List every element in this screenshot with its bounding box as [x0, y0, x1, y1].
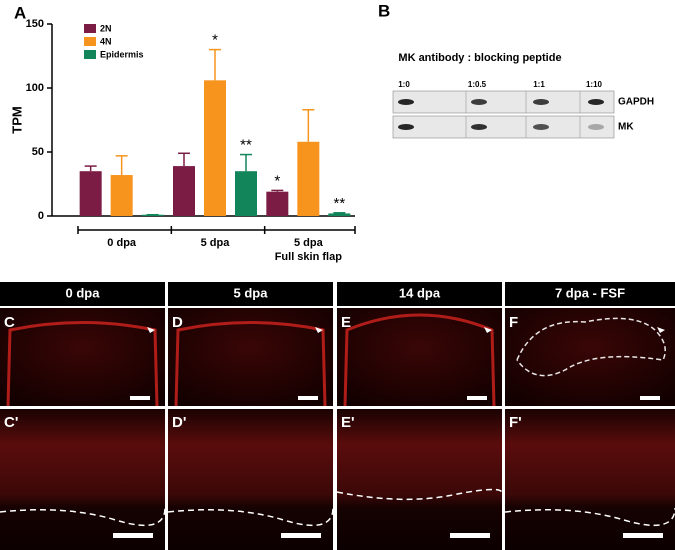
bar [173, 166, 195, 216]
bar [110, 175, 133, 216]
column-header: 5 dpa [234, 285, 269, 300]
panel-label: C' [4, 414, 18, 431]
micrograph [168, 308, 333, 406]
legend-swatch [84, 50, 96, 59]
scale-bar [450, 533, 490, 538]
bar [328, 213, 351, 216]
header-bar [0, 282, 165, 306]
scale-bar [640, 396, 660, 400]
legend-label: 2N [100, 23, 112, 33]
x-tick-label: 5 dpa [201, 237, 231, 249]
significance-marker: * [274, 172, 280, 189]
blot-strip [392, 90, 615, 114]
column-header: 14 dpa [399, 285, 441, 300]
blot-strip [392, 115, 615, 139]
tissue-outline [6, 321, 159, 407]
bar [79, 171, 102, 216]
tissue-outline [516, 317, 666, 377]
micrograph [0, 308, 165, 406]
arrowhead [484, 327, 492, 333]
panel-label: C [4, 314, 15, 331]
significance-marker: ** [240, 137, 252, 154]
bar [141, 214, 164, 216]
bar [266, 191, 289, 216]
basement-line [336, 488, 503, 501]
scale-bar [281, 533, 321, 538]
micrograph [505, 308, 675, 406]
column-header: 7 dpa - FSF [555, 285, 625, 300]
header-bar [168, 282, 333, 306]
band [471, 124, 487, 130]
basement-line [504, 507, 675, 527]
band [533, 124, 549, 130]
bar [204, 80, 226, 216]
panel-label: F' [509, 414, 522, 431]
band [398, 99, 414, 105]
lane-label: 1:1 [533, 80, 545, 89]
panel-label: E' [341, 414, 355, 431]
row-label: MK [618, 122, 634, 133]
arrowhead [657, 327, 665, 333]
micrographs: 0 dpa C C' 5 dpa D D' 14 dpa E E' 7 dpa - FSF F F' [0, 282, 675, 550]
scale-bar [298, 396, 318, 400]
band [471, 99, 487, 105]
micrograph [337, 308, 502, 406]
legend-swatch [84, 37, 96, 46]
x-tick-label: 0 dpa [107, 237, 137, 249]
header-bar [337, 282, 502, 306]
arrowhead [315, 327, 323, 333]
band [588, 124, 604, 130]
header-bar [505, 282, 675, 306]
scale-bar [467, 396, 487, 400]
row-label: GAPDH [618, 97, 654, 108]
panel-label: D' [172, 414, 186, 431]
scale-bar [113, 533, 153, 538]
significance-marker: * [212, 32, 218, 49]
legend-label: 4N [100, 36, 112, 46]
basement-line [0, 507, 166, 527]
micrograph-zoom [168, 409, 333, 550]
micrograph-zoom [337, 409, 502, 550]
panel-label: B [378, 1, 390, 20]
lane-label: 1:10 [586, 80, 603, 89]
blot-title: MK antibody : blocking peptide [398, 52, 561, 64]
scale-bar [623, 533, 663, 538]
tissue-outline [174, 321, 327, 407]
band [398, 124, 414, 130]
legend-swatch [84, 24, 96, 33]
legend-label: Epidermis [100, 49, 144, 59]
y-tick-label: 100 [26, 82, 44, 94]
y-axis-label: TPM [9, 106, 24, 133]
y-tick-label: 150 [26, 18, 44, 30]
panel-label: A [14, 3, 26, 22]
y-tick-label: 0 [38, 210, 44, 222]
band [533, 99, 549, 105]
x-tick-label: 5 dpa [294, 237, 324, 249]
basement-line [167, 507, 334, 527]
band [588, 99, 604, 105]
lane-label: 1:0 [398, 80, 410, 89]
lane-label: 1:0.5 [468, 80, 487, 89]
y-tick-label: 50 [32, 146, 44, 158]
micrograph-zoom [0, 409, 165, 550]
bar [235, 171, 257, 216]
x-tick-sublabel: Full skin flap [275, 251, 343, 263]
column-header: 0 dpa [66, 285, 101, 300]
scale-bar [130, 396, 150, 400]
micrograph-zoom [505, 409, 675, 550]
panel-label: E [341, 314, 351, 331]
panel-label: D [172, 314, 183, 331]
blot: 1:0 1:0.5 1:1 1:10 GAPDH MK [392, 80, 654, 139]
significance-marker: ** [333, 195, 345, 212]
bar [297, 141, 320, 216]
tissue-outline [343, 313, 496, 407]
arrowhead [147, 327, 155, 333]
panel-label: F [509, 314, 518, 331]
